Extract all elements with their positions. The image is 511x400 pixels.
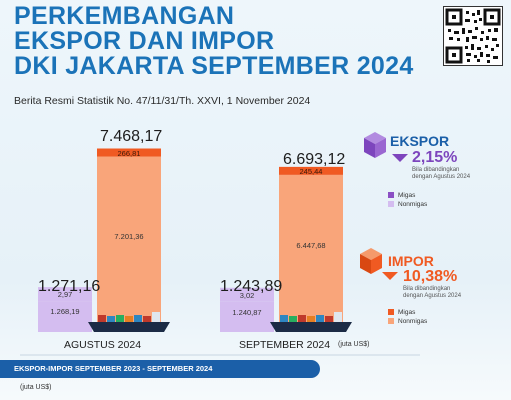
impor-change: 10,38% [403,268,458,285]
ekspor-note: Bila dibandingkan dengan Agustus 2024 [412,167,471,180]
impor-migas-label-1: 245,44 [299,166,323,176]
ekspor-cube-icon [364,132,386,158]
impor-nonmigas-bar-0 [97,156,161,332]
impor-nonmigas-bar-1 [279,174,343,332]
ekspor-total-agustus: 1.271,16 [38,278,101,295]
impor-note: Bila dibandingkan dengan Agustus 2024 [403,286,462,299]
impor-legend-migas: Migas [388,309,415,316]
ekspor-down-arrow-icon [392,154,408,162]
ekspor-migas-label-0: 2,97 [57,290,73,300]
ekspor-total-september: 1.243,89 [220,278,283,295]
ekspor-nonmigas-label-1: 1.240,87 [232,307,262,317]
ekspor-nonmigas-label-0: 1.268,19 [50,307,80,317]
ekspor-nonmigas-bar-1 [220,301,274,332]
page-subtitle: Berita Resmi Statistik No. 47/11/31/Th. … [14,95,311,107]
cargo-ship-icon-september [270,312,352,332]
chart-unit: (juta US$) [338,341,370,348]
category-label-agustus: AGUSTUS 2024 [64,339,142,351]
ekspor-change: 2,15% [412,149,458,166]
qr-code-icon[interactable] [443,6,503,66]
ekspor-nonmigas-bar-0 [38,301,92,332]
impor-down-arrow-icon [382,272,398,280]
impor-legend-nonmigas: Nonmigas [388,318,427,325]
impor-migas-bar-0 [97,148,161,157]
ekspor-migas-bar-1 [220,287,274,302]
impor-total-agustus: 7.468,17 [100,128,163,145]
impor-total-september: 6.693,12 [283,151,346,168]
section-banner: EKSPOR-IMPOR SEPTEMBER 2023 - SEPTEMBER … [0,360,320,378]
page-title: PERKEMBANGAN EKSPOR DAN IMPOR DKI JAKART… [14,2,414,80]
ekspor-migas-label-1: 3,02 [239,290,255,300]
impor-cube-icon [360,248,382,274]
impor-nonmigas-label-1: 6.447,68 [296,241,326,251]
impor-nonmigas-label-0: 7.201,36 [114,232,144,242]
bottom-unit-label: (juta US$) [20,384,52,391]
category-label-september: SEPTEMBER 2024 [239,339,331,351]
ekspor-legend-nonmigas: Nonmigas [388,201,427,208]
ekspor-label: EKSPOR [390,133,450,149]
ekspor-legend-migas: Migas [388,192,415,199]
cargo-ship-icon-agustus [88,312,170,332]
impor-migas-bar-1 [279,166,343,175]
impor-migas-label-0: 266,81 [117,148,141,158]
ekspor-migas-bar-0 [38,287,92,302]
impor-label: IMPOR [388,253,434,269]
